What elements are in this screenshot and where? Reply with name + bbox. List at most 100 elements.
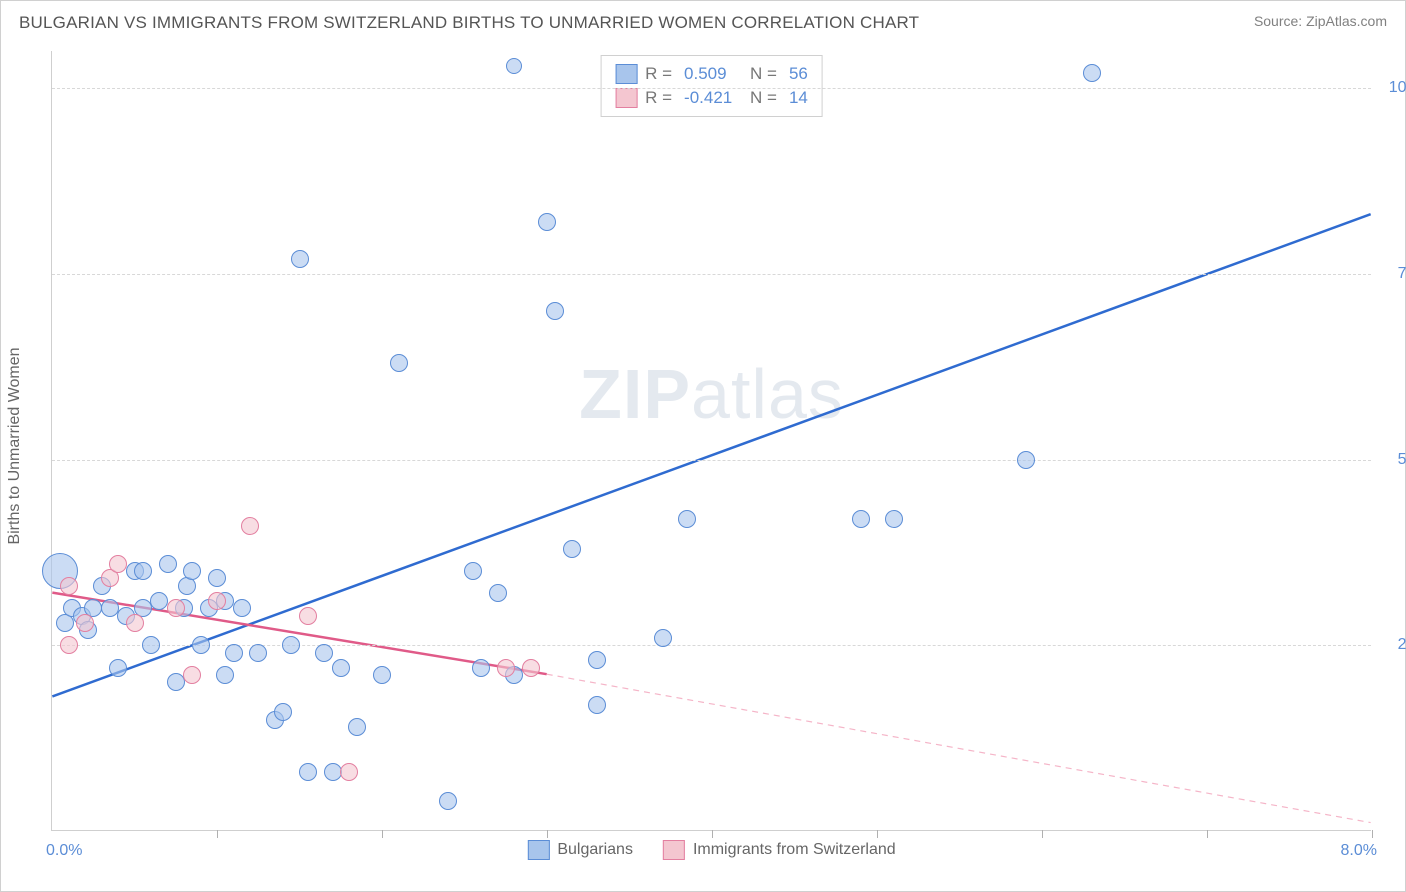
scatter-point bbox=[216, 666, 234, 684]
scatter-point bbox=[167, 673, 185, 691]
trend-line bbox=[547, 674, 1371, 822]
legend-n-label: N = bbox=[750, 64, 777, 84]
scatter-point bbox=[678, 510, 696, 528]
scatter-point bbox=[324, 763, 342, 781]
scatter-point bbox=[563, 540, 581, 558]
scatter-point bbox=[472, 659, 490, 677]
scatter-point bbox=[282, 636, 300, 654]
x-tick bbox=[547, 830, 548, 838]
watermark: ZIPatlas bbox=[579, 354, 844, 434]
legend-n-value: 56 bbox=[789, 64, 808, 84]
legend-r-value: -0.421 bbox=[684, 88, 742, 108]
gridline-horizontal bbox=[52, 88, 1371, 89]
scatter-point bbox=[134, 562, 152, 580]
legend-r-label: R = bbox=[645, 64, 672, 84]
legend-correlation-row: R = -0.421 N = 14 bbox=[615, 86, 808, 110]
trend-line bbox=[52, 214, 1370, 696]
scatter-point bbox=[249, 644, 267, 662]
scatter-point bbox=[497, 659, 515, 677]
scatter-point bbox=[299, 763, 317, 781]
scatter-point bbox=[654, 629, 672, 647]
chart-header: BULGARIAN VS IMMIGRANTS FROM SWITZERLAND… bbox=[19, 13, 1387, 33]
plot-area: ZIPatlas R =0.509N =56R =-0.421N =14 Bul… bbox=[51, 51, 1371, 831]
scatter-point bbox=[546, 302, 564, 320]
scatter-point bbox=[885, 510, 903, 528]
legend-swatch bbox=[527, 840, 549, 860]
scatter-point bbox=[183, 666, 201, 684]
scatter-point bbox=[332, 659, 350, 677]
legend-series-label: Bulgarians bbox=[557, 841, 633, 859]
scatter-point bbox=[340, 763, 358, 781]
y-tick-label: 75.0% bbox=[1383, 265, 1406, 283]
scatter-point bbox=[439, 792, 457, 810]
scatter-point bbox=[159, 555, 177, 573]
scatter-point bbox=[60, 577, 78, 595]
scatter-point bbox=[522, 659, 540, 677]
legend-n-label: N = bbox=[750, 88, 777, 108]
scatter-point bbox=[291, 250, 309, 268]
legend-swatch bbox=[663, 840, 685, 860]
x-tick-label-max: 8.0% bbox=[1341, 842, 1377, 860]
scatter-point bbox=[126, 614, 144, 632]
scatter-point bbox=[208, 569, 226, 587]
source-attribution: Source: ZipAtlas.com bbox=[1254, 13, 1387, 29]
scatter-point bbox=[109, 555, 127, 573]
scatter-point bbox=[373, 666, 391, 684]
scatter-point bbox=[225, 644, 243, 662]
scatter-point bbox=[315, 644, 333, 662]
scatter-point bbox=[390, 354, 408, 372]
legend-swatch bbox=[615, 64, 637, 84]
x-tick bbox=[217, 830, 218, 838]
scatter-point bbox=[506, 58, 522, 74]
legend-series-label: Immigrants from Switzerland bbox=[693, 841, 896, 859]
scatter-point bbox=[538, 213, 556, 231]
x-tick bbox=[1042, 830, 1043, 838]
legend-r-value: 0.509 bbox=[684, 64, 742, 84]
scatter-point bbox=[192, 636, 210, 654]
legend-series: Bulgarians Immigrants from Switzerland bbox=[527, 840, 895, 860]
x-tick bbox=[1372, 830, 1373, 838]
scatter-point bbox=[1083, 64, 1101, 82]
chart-container: BULGARIAN VS IMMIGRANTS FROM SWITZERLAND… bbox=[0, 0, 1406, 892]
legend-correlation-row: R = 0.509 N = 56 bbox=[615, 62, 808, 86]
legend-series-item: Immigrants from Switzerland bbox=[663, 840, 896, 860]
scatter-point bbox=[588, 651, 606, 669]
scatter-point bbox=[274, 703, 292, 721]
gridline-horizontal bbox=[52, 274, 1371, 275]
scatter-point bbox=[464, 562, 482, 580]
y-tick-label: 100.0% bbox=[1383, 79, 1406, 97]
scatter-point bbox=[233, 599, 251, 617]
gridline-horizontal bbox=[52, 460, 1371, 461]
scatter-point bbox=[76, 614, 94, 632]
gridline-horizontal bbox=[52, 645, 1371, 646]
legend-series-item: Bulgarians bbox=[527, 840, 633, 860]
y-axis-title: Births to Unmarried Women bbox=[6, 347, 24, 544]
legend-correlation-box: R = 0.509 N = 56 R = -0.421 N = 14 bbox=[600, 55, 823, 117]
scatter-point bbox=[852, 510, 870, 528]
scatter-point bbox=[348, 718, 366, 736]
scatter-point bbox=[588, 696, 606, 714]
scatter-point bbox=[101, 599, 119, 617]
scatter-point bbox=[60, 636, 78, 654]
legend-swatch bbox=[615, 88, 637, 108]
x-tick bbox=[382, 830, 383, 838]
x-tick-label-min: 0.0% bbox=[46, 842, 82, 860]
legend-r-label: R = bbox=[645, 88, 672, 108]
scatter-point bbox=[109, 659, 127, 677]
scatter-point bbox=[241, 517, 259, 535]
y-tick-label: 25.0% bbox=[1383, 636, 1406, 654]
scatter-point bbox=[299, 607, 317, 625]
y-tick-label: 50.0% bbox=[1383, 451, 1406, 469]
legend-n-value: 14 bbox=[789, 88, 808, 108]
x-tick bbox=[712, 830, 713, 838]
chart-title: BULGARIAN VS IMMIGRANTS FROM SWITZERLAND… bbox=[19, 13, 919, 33]
scatter-point bbox=[142, 636, 160, 654]
trend-lines bbox=[52, 51, 1371, 830]
scatter-point bbox=[489, 584, 507, 602]
scatter-point bbox=[208, 592, 226, 610]
scatter-point bbox=[150, 592, 168, 610]
scatter-point bbox=[183, 562, 201, 580]
scatter-point bbox=[167, 599, 185, 617]
x-tick bbox=[1207, 830, 1208, 838]
scatter-point bbox=[1017, 451, 1035, 469]
